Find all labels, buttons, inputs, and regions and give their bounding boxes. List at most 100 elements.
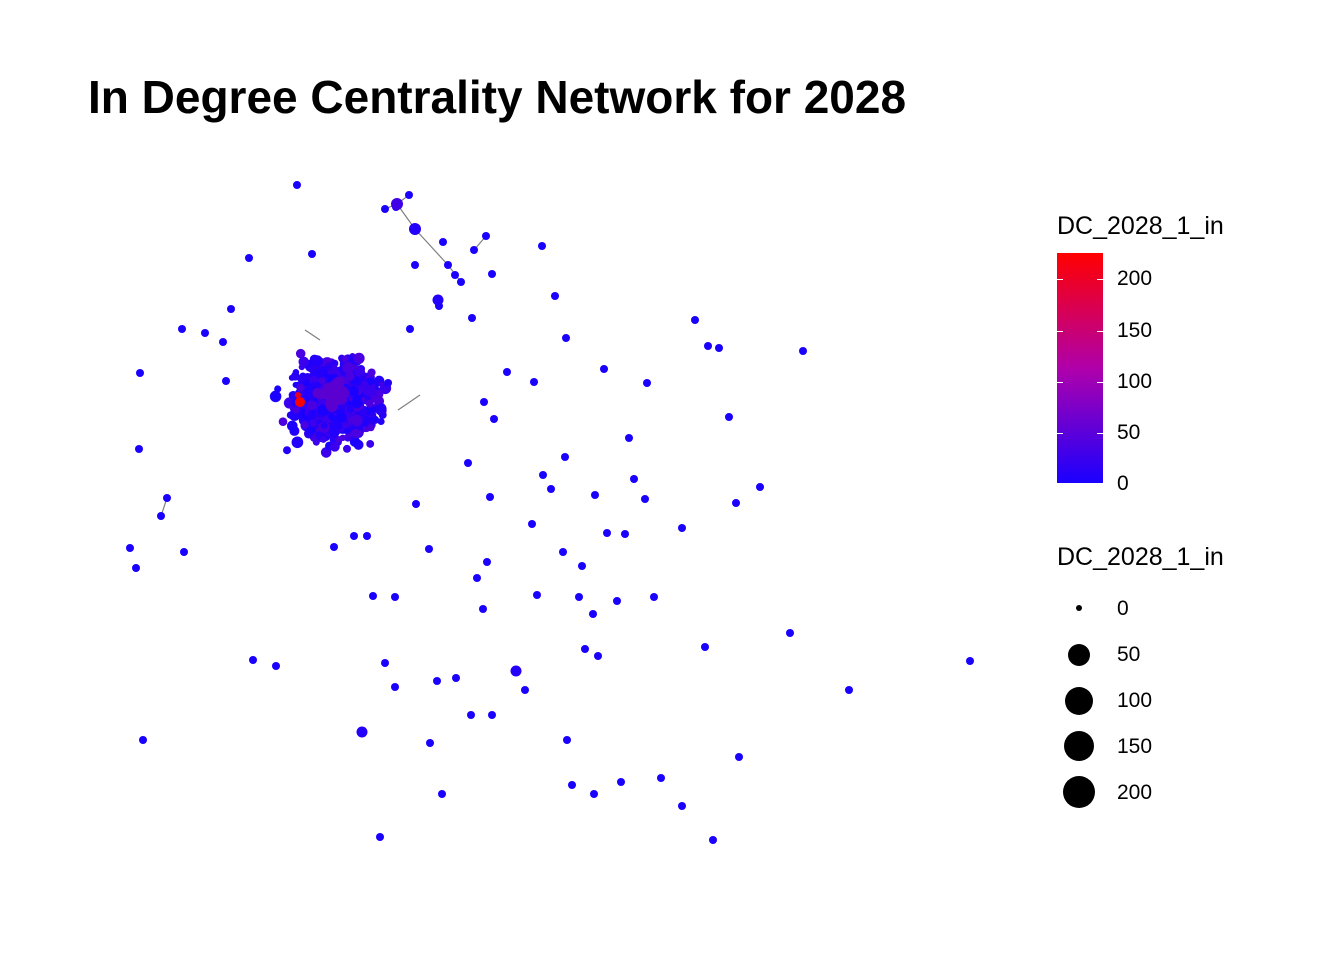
high-degree-node — [295, 392, 301, 398]
cluster-node — [353, 352, 365, 364]
cluster-node — [345, 371, 355, 382]
outlier-node — [163, 494, 171, 502]
outlier-node — [432, 294, 444, 306]
outlier-node — [732, 499, 740, 507]
outlier-node — [650, 593, 658, 601]
outlier-node — [559, 548, 567, 556]
network-nodes — [126, 181, 974, 844]
outlier-node — [308, 250, 316, 258]
outlier-node — [473, 574, 481, 582]
outlier-node — [528, 520, 536, 528]
outlier-node — [178, 325, 186, 333]
outlier-node — [330, 543, 338, 551]
outlier-node — [510, 665, 522, 677]
outlier-node — [590, 790, 598, 798]
outlier-node — [222, 377, 230, 385]
cluster-node — [348, 385, 359, 397]
outlier-node — [391, 683, 399, 691]
cluster-node — [286, 420, 298, 432]
outlier-node — [376, 833, 384, 841]
cluster-node — [367, 424, 375, 432]
outlier-node — [799, 347, 807, 355]
cluster-node — [366, 439, 375, 448]
color-legend-label-150: 150 — [1117, 319, 1153, 342]
outlier-node — [503, 368, 511, 376]
outlier-node — [691, 316, 699, 324]
cluster-node — [377, 403, 386, 411]
outlier-node — [468, 314, 476, 322]
outlier-node — [139, 736, 147, 744]
outlier-node — [132, 564, 140, 572]
outlier-node — [563, 736, 571, 744]
color-legend-label-100: 100 — [1117, 370, 1153, 393]
outlier-node — [966, 657, 974, 665]
outlier-node — [589, 610, 597, 618]
outlier-node — [551, 292, 559, 300]
outlier-node — [464, 459, 472, 467]
outlier-node — [136, 369, 144, 377]
outlier-node — [562, 334, 570, 342]
outlier-node — [613, 597, 621, 605]
cluster-node — [335, 411, 347, 423]
color-legend-bar — [1057, 253, 1103, 483]
outlier-node — [405, 191, 413, 199]
cluster-node — [384, 378, 393, 387]
outlier-node — [735, 753, 743, 761]
cluster-core-node — [312, 388, 323, 399]
cluster-node — [300, 421, 309, 429]
outlier-node — [488, 711, 496, 719]
size-key-150 — [1058, 731, 1100, 761]
outlier-node — [533, 591, 541, 599]
outlier-node — [482, 232, 490, 240]
cluster-node — [291, 436, 304, 449]
cluster-node — [367, 368, 376, 377]
color-legend-label-0: 0 — [1117, 472, 1129, 495]
chart-title: In Degree Centrality Network for 2028 — [88, 71, 907, 123]
outlier-node — [425, 545, 433, 553]
outlier-node — [486, 493, 494, 501]
cluster-node — [377, 417, 385, 426]
size-legend-title: DC_2028_1_in — [1057, 543, 1224, 571]
outlier-node — [409, 223, 421, 235]
outlier-node — [488, 270, 496, 278]
outlier-node — [452, 674, 460, 682]
outlier-node — [245, 254, 253, 262]
outlier-node — [547, 485, 555, 493]
outlier-node — [406, 325, 414, 333]
cluster-node — [298, 356, 309, 368]
outlier-node — [381, 659, 389, 667]
cluster-node — [306, 400, 317, 411]
cluster-node — [370, 394, 379, 403]
cluster-core-node — [328, 393, 339, 404]
outlier-node — [591, 491, 599, 499]
cluster-node — [283, 446, 291, 455]
outlier-node — [480, 398, 488, 406]
size-key-0 — [1058, 593, 1100, 623]
outlier-node — [444, 261, 452, 269]
size-legend-label-50: 50 — [1117, 643, 1141, 666]
cluster-node — [378, 410, 387, 419]
outlier-node — [433, 677, 441, 685]
outlier-node — [391, 593, 399, 601]
cluster-node — [307, 364, 317, 373]
cluster-node — [293, 407, 300, 414]
outlier-node — [578, 562, 586, 570]
outlier-node — [845, 686, 853, 694]
cluster-node — [295, 348, 306, 359]
outlier-node — [457, 278, 465, 286]
cluster-node — [343, 444, 351, 453]
outlier-node — [643, 379, 651, 387]
cluster-node — [341, 355, 349, 363]
network-edges — [160, 194, 487, 517]
cluster-node — [312, 438, 320, 446]
outlier-node — [411, 261, 419, 269]
outlier-node — [180, 548, 188, 556]
outlier-node — [227, 305, 235, 313]
size-key-100 — [1058, 685, 1100, 715]
outlier-node — [725, 413, 733, 421]
cluster-node — [351, 396, 363, 409]
cluster-node — [342, 361, 355, 374]
color-legend-label-50: 50 — [1117, 421, 1141, 444]
outlier-node — [249, 656, 257, 664]
cluster-node — [341, 422, 349, 429]
